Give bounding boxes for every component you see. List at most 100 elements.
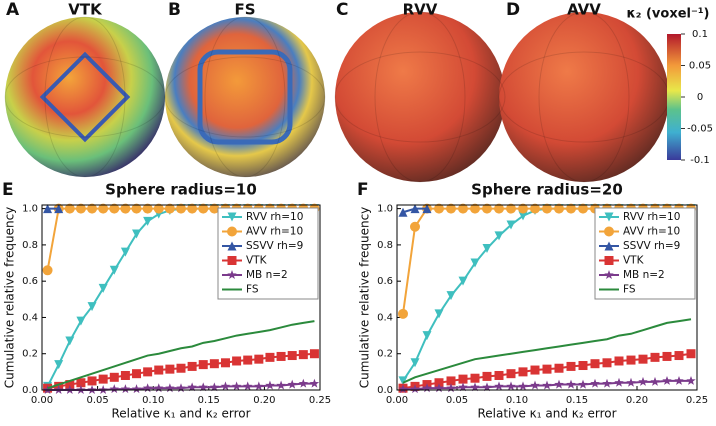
legend-label: AVV rh=10 bbox=[623, 226, 680, 238]
marker bbox=[120, 384, 131, 394]
marker bbox=[198, 203, 209, 214]
marker bbox=[276, 380, 286, 390]
marker bbox=[227, 212, 237, 222]
marker bbox=[638, 354, 648, 364]
marker bbox=[187, 361, 197, 371]
marker bbox=[566, 203, 576, 214]
marker bbox=[458, 374, 468, 384]
marker bbox=[120, 370, 130, 380]
panel-letter: C bbox=[336, 0, 348, 20]
y-axis-label: Cumulative relative frequency bbox=[358, 207, 372, 389]
marker bbox=[64, 203, 75, 214]
marker bbox=[604, 212, 614, 222]
marker bbox=[446, 291, 456, 301]
y-tick-label: 0.2 bbox=[22, 349, 38, 360]
marker bbox=[530, 203, 540, 214]
marker bbox=[227, 270, 237, 280]
colorbar-tick-label: 0 bbox=[697, 92, 703, 103]
marker bbox=[614, 377, 624, 387]
marker bbox=[176, 363, 186, 373]
spheres: A VTK B FS C RVV D AVV bbox=[4, 0, 670, 183]
marker bbox=[243, 381, 253, 391]
sphere-vtk bbox=[5, 17, 165, 177]
marker bbox=[554, 379, 564, 389]
legend-label: SSVV rh=9 bbox=[246, 240, 303, 252]
marker bbox=[578, 379, 588, 389]
marker bbox=[566, 379, 576, 389]
x-tick-label: 0.05 bbox=[86, 395, 108, 406]
panel-title: FS bbox=[234, 1, 255, 19]
legend-label: VTK bbox=[246, 255, 268, 267]
marker bbox=[458, 276, 468, 286]
colorbar-label: κ₂ (voxel⁻¹) bbox=[627, 7, 710, 22]
marker bbox=[626, 355, 636, 365]
marker bbox=[506, 369, 516, 379]
marker bbox=[470, 203, 480, 214]
marker bbox=[98, 374, 108, 384]
marker bbox=[446, 203, 456, 214]
marker bbox=[554, 203, 564, 214]
sphere-fs bbox=[165, 17, 325, 177]
marker bbox=[446, 376, 456, 386]
marker bbox=[243, 355, 253, 365]
marker bbox=[434, 383, 444, 393]
x-tick-label: 0.15 bbox=[198, 395, 220, 406]
marker bbox=[143, 216, 153, 226]
marker bbox=[506, 381, 516, 391]
panel-letter: B bbox=[168, 0, 181, 20]
marker bbox=[309, 349, 319, 359]
marker bbox=[650, 376, 660, 386]
marker bbox=[287, 351, 297, 361]
marker bbox=[131, 384, 142, 394]
marker bbox=[674, 351, 684, 361]
marker bbox=[530, 365, 540, 375]
marker bbox=[470, 373, 480, 383]
marker bbox=[154, 383, 164, 393]
legend-label: MB n=2 bbox=[623, 269, 665, 281]
marker bbox=[231, 381, 242, 391]
marker bbox=[590, 359, 600, 369]
marker bbox=[298, 350, 308, 360]
marker bbox=[542, 364, 552, 374]
marker bbox=[482, 382, 492, 392]
marker bbox=[410, 384, 420, 394]
panel-letter: F bbox=[357, 180, 369, 200]
marker bbox=[143, 367, 153, 377]
marker bbox=[153, 203, 164, 214]
marker bbox=[602, 378, 612, 388]
pattern bbox=[39, 51, 131, 143]
marker bbox=[410, 204, 420, 214]
y-tick-label: 0.8 bbox=[22, 240, 38, 251]
marker bbox=[109, 265, 119, 275]
marker bbox=[220, 358, 230, 368]
series-line bbox=[402, 318, 692, 384]
y-tick-label: 0.6 bbox=[22, 276, 38, 287]
y-tick-label: 0.6 bbox=[377, 276, 393, 287]
marker bbox=[604, 226, 614, 237]
marker bbox=[590, 378, 600, 388]
marker bbox=[164, 203, 175, 214]
marker bbox=[76, 378, 86, 388]
marker bbox=[398, 384, 408, 394]
marker bbox=[87, 203, 98, 214]
marker bbox=[410, 221, 420, 232]
x-tick-label: 0.20 bbox=[626, 395, 648, 406]
colorbar-tick-label: -0.05 bbox=[687, 124, 713, 135]
marker bbox=[227, 226, 237, 237]
marker bbox=[518, 381, 528, 391]
marker bbox=[132, 229, 142, 239]
marker bbox=[42, 265, 53, 276]
marker bbox=[154, 365, 164, 375]
marker bbox=[604, 270, 614, 280]
marker bbox=[662, 351, 672, 361]
legend-label: MB n=2 bbox=[246, 269, 288, 281]
marker bbox=[120, 247, 130, 257]
marker bbox=[398, 207, 408, 217]
panel-title: RVV bbox=[403, 1, 438, 19]
x-tick-label: 0.00 bbox=[386, 395, 408, 406]
panel-title: VTK bbox=[68, 1, 103, 19]
chart-title: Sphere radius=10 bbox=[105, 181, 257, 199]
marker bbox=[458, 203, 468, 214]
marker bbox=[165, 383, 175, 393]
